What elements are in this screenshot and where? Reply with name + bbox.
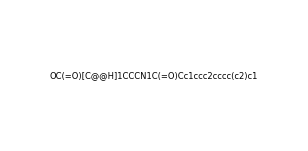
Text: OC(=O)[C@@H]1CCCN1C(=O)Cc1ccc2cccc(c2)c1: OC(=O)[C@@H]1CCCN1C(=O)Cc1ccc2cccc(c2)c1 — [50, 71, 258, 80]
